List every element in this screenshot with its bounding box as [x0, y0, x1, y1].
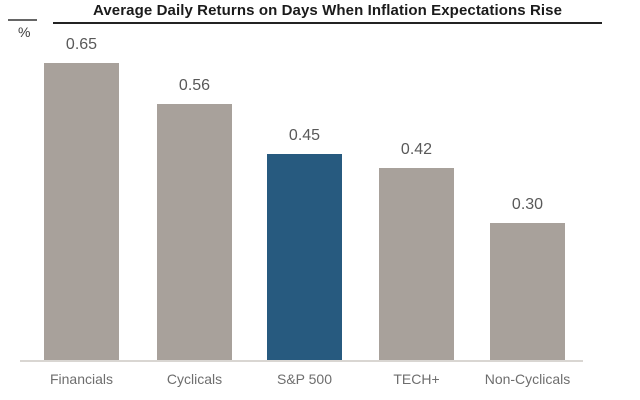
bar-value-label: 0.65 [65, 36, 98, 53]
bar-value-label: 0.56 [178, 77, 211, 94]
x-axis-line [20, 360, 583, 362]
category-label: Financials [49, 371, 114, 387]
category-label: S&P 500 [276, 371, 332, 387]
bar [44, 63, 119, 360]
bar-value-label: 0.30 [511, 196, 544, 213]
category-label: Non-Cyclicals [484, 371, 571, 387]
y-axis-unit-label: % [18, 24, 31, 40]
bar [157, 104, 232, 360]
bar [490, 223, 565, 360]
bar-value-label: 0.45 [288, 127, 321, 144]
chart-title: Average Daily Returns on Days When Infla… [92, 2, 563, 19]
bar-value-label: 0.42 [400, 141, 433, 158]
chart-title-block: Average Daily Returns on Days When Infla… [53, 2, 602, 24]
bar-highlighted [267, 154, 342, 360]
category-label: TECH+ [393, 371, 440, 387]
category-label: Cyclicals [166, 371, 223, 387]
bar [379, 168, 454, 360]
top-left-dash-rule [8, 19, 37, 21]
